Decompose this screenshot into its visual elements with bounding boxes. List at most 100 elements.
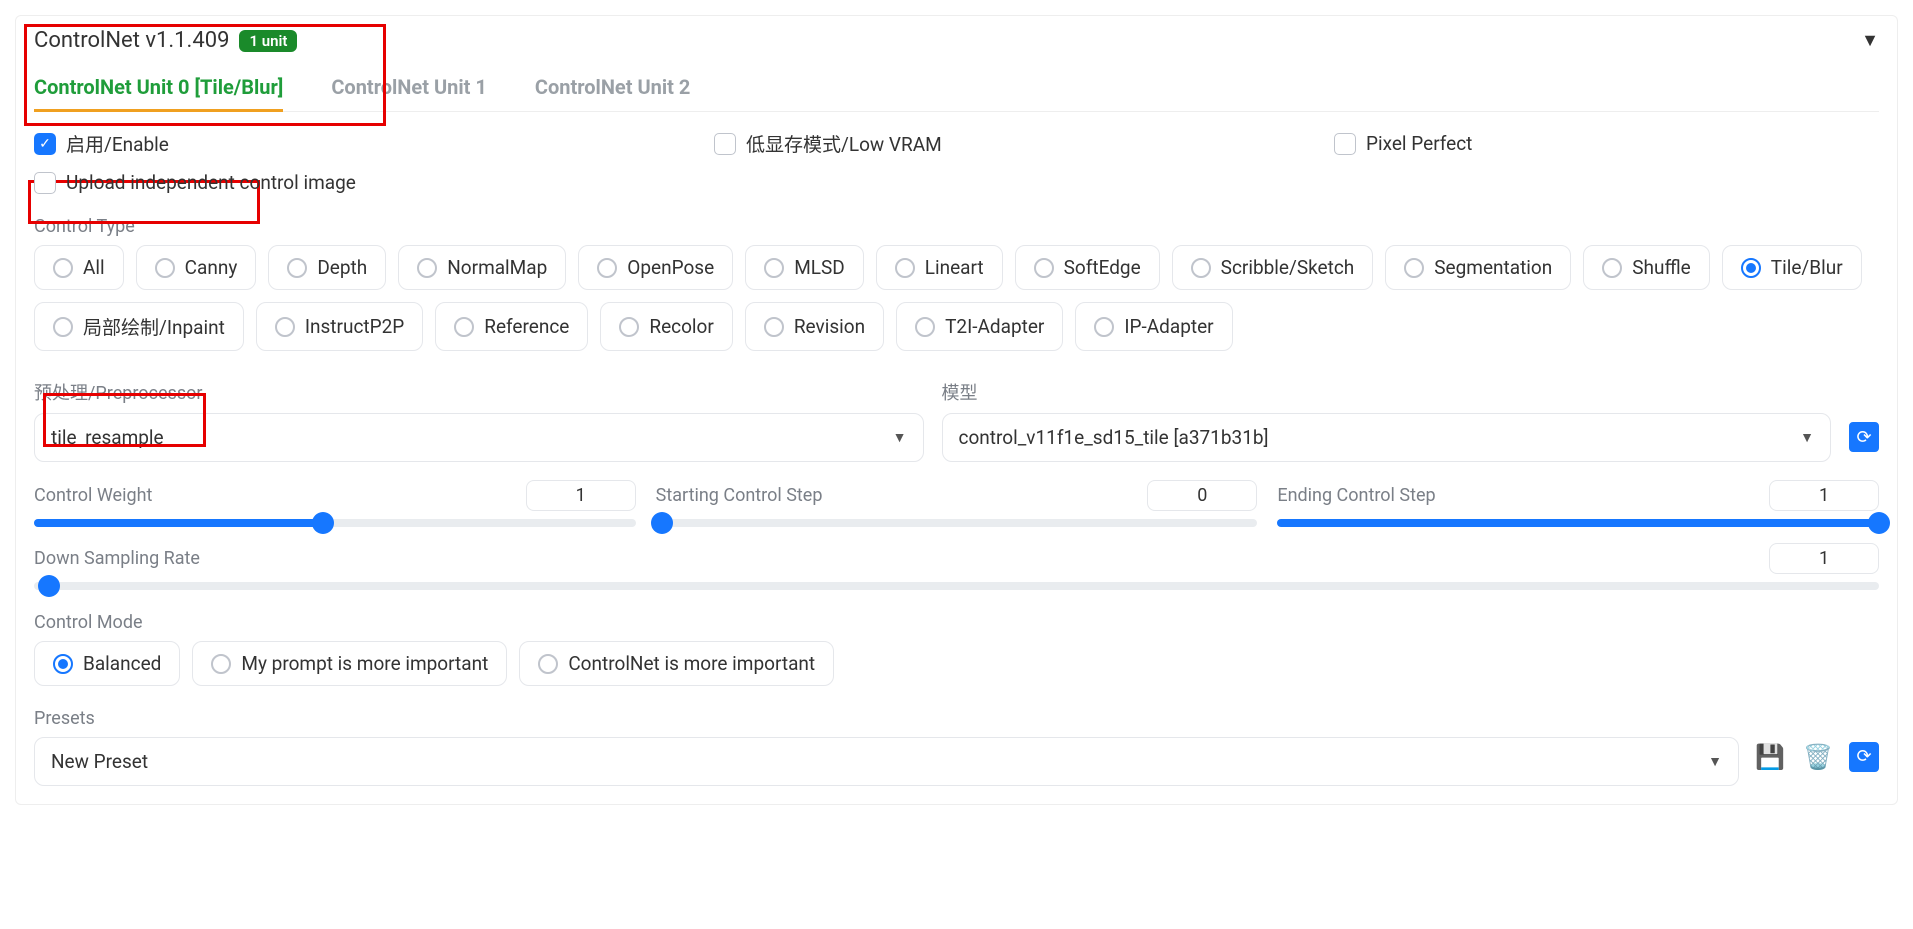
control-type-option[interactable]: All	[34, 245, 124, 290]
refresh-preset-button[interactable]: ⟳	[1849, 742, 1879, 772]
checkbox-icon	[1334, 133, 1356, 155]
pixelperfect-checkbox[interactable]: Pixel Perfect	[1334, 130, 1472, 157]
checkbox-label: Pixel Perfect	[1366, 132, 1472, 155]
panel-header: ControlNet v1.1.409 1 unit ▼	[34, 16, 1879, 53]
control-type-option[interactable]: NormalMap	[398, 245, 566, 290]
presets-label: Presets	[34, 708, 1879, 729]
slider-track[interactable]	[656, 519, 1258, 527]
radio-label: NormalMap	[447, 256, 547, 279]
radio-label: InstructP2P	[305, 315, 404, 338]
preprocessor-dropdown[interactable]: tile_resample ▼	[34, 413, 924, 462]
unit-tab[interactable]: ControlNet Unit 1	[331, 67, 487, 111]
chevron-down-icon: ▼	[1800, 429, 1814, 446]
radio-label: Recolor	[649, 315, 713, 338]
delete-preset-button[interactable]: 🗑️	[1801, 740, 1835, 774]
control-type-option[interactable]: InstructP2P	[256, 302, 423, 351]
control-type-option[interactable]: Shuffle	[1583, 245, 1710, 290]
radio-icon	[538, 654, 558, 674]
control-type-option[interactable]: Revision	[745, 302, 884, 351]
slider-label: Starting Control Step	[656, 485, 823, 506]
slider-label: Ending Control Step	[1277, 485, 1435, 506]
radio-label: IP-Adapter	[1124, 315, 1213, 338]
control-type-option[interactable]: 局部绘制/Inpaint	[34, 302, 244, 351]
radio-icon	[1034, 258, 1054, 278]
radio-label: Reference	[484, 315, 569, 338]
sliders-row: Control Weight 1 Starting Control Step 0 End…	[34, 480, 1879, 527]
trash-icon: 🗑️	[1803, 743, 1833, 771]
unit-tab[interactable]: ControlNet Unit 2	[535, 67, 691, 111]
radio-label: Shuffle	[1632, 256, 1691, 279]
slider-label: Control Weight	[34, 485, 152, 506]
slider-value[interactable]: 0	[1147, 480, 1257, 511]
radio-icon	[417, 258, 437, 278]
radio-label: Canny	[185, 256, 238, 279]
downsampling-slider[interactable]	[34, 582, 1879, 590]
control-mode-option[interactable]: ControlNet is more important	[519, 641, 834, 686]
slider-track[interactable]	[34, 519, 636, 527]
control-type-option[interactable]: Recolor	[600, 302, 732, 351]
radio-icon	[53, 654, 73, 674]
control-type-option[interactable]: IP-Adapter	[1075, 302, 1232, 351]
radio-icon	[764, 258, 784, 278]
radio-label: MLSD	[794, 256, 845, 279]
control-type-option[interactable]: Lineart	[876, 245, 1003, 290]
control-type-option[interactable]: SoftEdge	[1015, 245, 1160, 290]
lowvram-checkbox[interactable]: 低显存模式/Low VRAM	[714, 130, 1274, 157]
collapse-icon[interactable]: ▼	[1861, 30, 1879, 51]
control-type-option[interactable]: Reference	[435, 302, 588, 351]
radio-icon	[597, 258, 617, 278]
upload-image-checkbox[interactable]: Upload independent control image	[34, 171, 356, 194]
control-type-option[interactable]: Scribble/Sketch	[1172, 245, 1374, 290]
start-slider-block: Starting Control Step 0	[656, 480, 1258, 527]
control-type-option[interactable]: Depth	[268, 245, 386, 290]
dropdown-value: control_v11f1e_sd15_tile [a371b31b]	[959, 426, 1269, 449]
radio-label: Tile/Blur	[1771, 256, 1843, 279]
radio-label: ControlNet is more important	[568, 652, 815, 675]
controlnet-panel: ControlNet v1.1.409 1 unit ▼ ControlNet …	[15, 15, 1898, 805]
radio-label: Scribble/Sketch	[1221, 256, 1355, 279]
control-type-option[interactable]: Tile/Blur	[1722, 245, 1862, 290]
radio-label: All	[83, 256, 105, 279]
control-mode-option[interactable]: My prompt is more important	[192, 641, 507, 686]
radio-icon	[1602, 258, 1622, 278]
radio-label: 局部绘制/Inpaint	[83, 313, 225, 340]
radio-icon	[1741, 258, 1761, 278]
radio-label: SoftEdge	[1064, 256, 1141, 279]
refresh-model-button[interactable]: ⟳	[1849, 422, 1879, 452]
checkbox-icon: ✓	[34, 133, 56, 155]
radio-icon	[287, 258, 307, 278]
dropdown-value: tile_resample	[51, 426, 164, 449]
control-type-option[interactable]: Segmentation	[1385, 245, 1571, 290]
control-type-option[interactable]: OpenPose	[578, 245, 733, 290]
control-mode-label: Control Mode	[34, 612, 1879, 633]
downsampling-value[interactable]: 1	[1769, 543, 1879, 574]
model-dropdown[interactable]: control_v11f1e_sd15_tile [a371b31b] ▼	[942, 413, 1832, 462]
slider-track[interactable]	[1277, 519, 1879, 527]
control-type-group: All Canny Depth NormalMap OpenPose MLSD Linear…	[34, 245, 1879, 351]
radio-icon	[895, 258, 915, 278]
radio-icon	[619, 317, 639, 337]
control-type-option[interactable]: MLSD	[745, 245, 864, 290]
enable-checkbox[interactable]: ✓ 启用/Enable	[34, 130, 654, 157]
control-type-option[interactable]: Canny	[136, 245, 257, 290]
refresh-icon: ⟳	[1856, 427, 1871, 448]
radio-label: My prompt is more important	[241, 652, 488, 675]
radio-icon	[155, 258, 175, 278]
slider-value[interactable]: 1	[1769, 480, 1879, 511]
end-slider-block: Ending Control Step 1	[1277, 480, 1879, 527]
unit-tab[interactable]: ControlNet Unit 0 [Tile/Blur]	[34, 67, 283, 112]
control-type-option[interactable]: T2I-Adapter	[896, 302, 1063, 351]
control-mode-option[interactable]: Balanced	[34, 641, 180, 686]
presets-dropdown[interactable]: New Preset ▼	[34, 737, 1739, 786]
radio-icon	[53, 317, 73, 337]
dropdown-value: New Preset	[51, 750, 148, 773]
panel-title: ControlNet v1.1.409	[34, 28, 229, 53]
control-type-label: Control Type	[34, 216, 1879, 237]
slider-value[interactable]: 1	[526, 480, 636, 511]
radio-icon	[915, 317, 935, 337]
radio-icon	[764, 317, 784, 337]
unit-tabs: ControlNet Unit 0 [Tile/Blur] ControlNet …	[34, 67, 1879, 112]
radio-label: T2I-Adapter	[945, 315, 1044, 338]
chevron-down-icon: ▼	[1708, 753, 1722, 770]
save-preset-button[interactable]: 💾	[1753, 740, 1787, 774]
